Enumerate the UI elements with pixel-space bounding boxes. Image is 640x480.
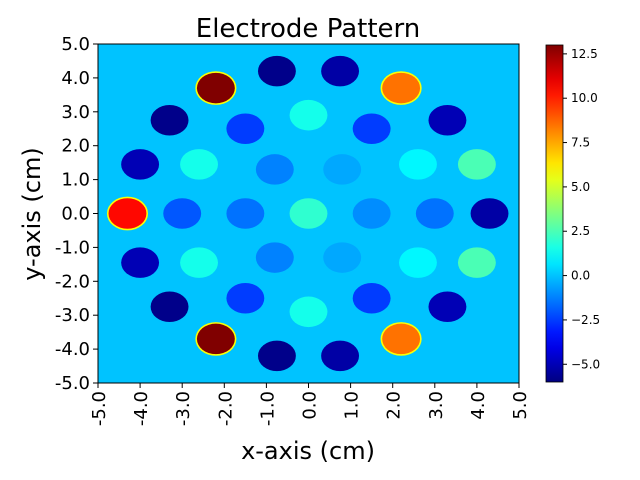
electrode [399, 149, 437, 180]
electrode [323, 242, 362, 273]
electrode [321, 55, 360, 87]
electrode [470, 198, 509, 229]
electrode [352, 282, 391, 314]
y-axis: -5.0 -4.0 -3.0 -2.0 -1.0 0.0 1.0 2.0 3.0 4.0 5.0 [55, 34, 98, 394]
electrode [352, 113, 391, 145]
electrode [382, 72, 421, 104]
y-tick-label: 1.0 [61, 170, 90, 191]
electrode [196, 72, 235, 104]
x-tick-label: -5.0 [89, 391, 110, 426]
colorbar-tick-label: 12.5 [571, 47, 598, 61]
x-axis-label: x-axis (cm) [241, 437, 375, 465]
chart-title: Electrode Pattern [196, 14, 420, 44]
y-tick-label: 5.0 [61, 34, 90, 55]
x-tick-label: 0.0 [300, 391, 321, 420]
y-tick-label: -1.0 [55, 237, 90, 258]
plot-area [97, 43, 520, 384]
electrode [257, 55, 296, 87]
electrode [428, 105, 467, 136]
x-tick-label: -2.0 [215, 391, 236, 426]
electrode [257, 340, 296, 372]
electrode [180, 149, 218, 180]
y-tick-label: -4.0 [55, 339, 90, 360]
x-tick-label: 2.0 [384, 391, 405, 420]
electrode [323, 154, 362, 185]
colorbar-tick-label: 0.0 [571, 269, 590, 283]
x-tick-label: -3.0 [173, 391, 194, 426]
y-tick-label: 0.0 [61, 204, 90, 225]
colorbar: −5.0 −2.5 0.0 2.5 5.0 7.5 10.0 12.5 [545, 44, 600, 383]
x-tick-label: 5.0 [510, 391, 531, 420]
electrode [150, 291, 189, 322]
electrode [226, 282, 265, 314]
electrode [150, 105, 189, 136]
electrode [457, 247, 496, 278]
x-tick-label: -1.0 [257, 391, 278, 426]
x-tick-label: 3.0 [426, 391, 447, 420]
y-tick-label: 3.0 [61, 102, 90, 123]
electrode [255, 154, 294, 185]
electrode [382, 323, 421, 355]
x-axis: -5.0 -4.0 -3.0 -2.0 -1.0 0.0 1.0 2.0 3.0 4.0 5.0 [89, 383, 531, 426]
electrode [180, 247, 218, 278]
electrode [457, 149, 496, 180]
electrode [121, 247, 160, 278]
colorbar-tick-label: −2.5 [571, 313, 600, 327]
electrode [415, 198, 454, 229]
y-tick-label: 2.0 [61, 136, 90, 157]
electrode [226, 113, 265, 145]
x-tick-label: -4.0 [131, 391, 152, 426]
electrode [196, 323, 235, 355]
electrode [289, 99, 328, 131]
electrode [226, 198, 265, 229]
electrode [255, 242, 294, 273]
electrode [121, 149, 160, 180]
colorbar-gradient [545, 44, 564, 383]
electrode [352, 198, 391, 229]
x-tick-label: 1.0 [342, 391, 363, 420]
y-tick-label: -3.0 [55, 305, 90, 326]
y-tick-label: 4.0 [61, 68, 90, 89]
electrode [289, 198, 328, 229]
y-axis-label: y-axis (cm) [18, 147, 46, 280]
colorbar-tick-label: 7.5 [571, 136, 590, 150]
colorbar-tick-label: 5.0 [571, 180, 590, 194]
colorbar-tick-label: −5.0 [571, 357, 600, 371]
y-tick-label: -5.0 [55, 373, 90, 394]
electrode [289, 296, 328, 328]
electrode [321, 340, 360, 372]
electrode [108, 198, 147, 229]
electrode [428, 291, 467, 322]
colorbar-tick-label: 10.0 [571, 91, 598, 105]
electrode [399, 247, 437, 278]
colorbar-tick-label: 2.5 [571, 224, 590, 238]
x-tick-label: 4.0 [468, 391, 489, 420]
electrode [163, 198, 202, 229]
y-tick-label: -2.0 [55, 271, 90, 292]
